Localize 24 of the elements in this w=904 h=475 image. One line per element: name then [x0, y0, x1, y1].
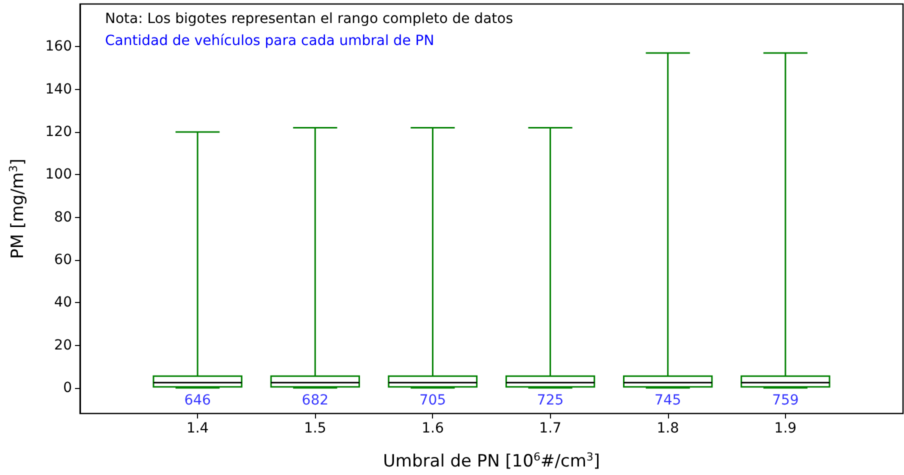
- annotation: Cantidad de vehículos para cada umbral de PN: [105, 33, 434, 49]
- annotation: 725: [536, 392, 564, 409]
- x-tick-label: 1.6: [422, 420, 444, 436]
- x-tick-label: 1.5: [304, 420, 326, 436]
- y-tick-label: 40: [54, 294, 72, 311]
- y-tick-label: 60: [54, 252, 72, 268]
- annotation: 682: [302, 392, 329, 409]
- y-tick-label: 160: [45, 38, 72, 55]
- x-tick-label: 1.8: [656, 420, 679, 436]
- y-tick-label: 0: [63, 380, 72, 396]
- y-tick-label: 80: [54, 209, 72, 226]
- annotation: 646: [184, 392, 212, 409]
- y-tick-label: 20: [54, 337, 72, 354]
- x-tick-label: 1.7: [539, 420, 562, 436]
- annotation: 745: [654, 392, 682, 409]
- y-tick-label: 100: [45, 166, 72, 183]
- annotation: 705: [419, 392, 446, 409]
- y-tick-label: 120: [45, 124, 72, 140]
- y-axis-title: PM [mg/m3]: [7, 158, 28, 259]
- annotation: Nota: Los bigotes representan el rango completo de datos: [105, 11, 514, 27]
- y-tick-label: 140: [45, 81, 72, 98]
- x-tick-label: 1.4: [186, 420, 209, 436]
- x-tick-label: 1.9: [774, 420, 797, 436]
- annotation: 759: [772, 392, 799, 409]
